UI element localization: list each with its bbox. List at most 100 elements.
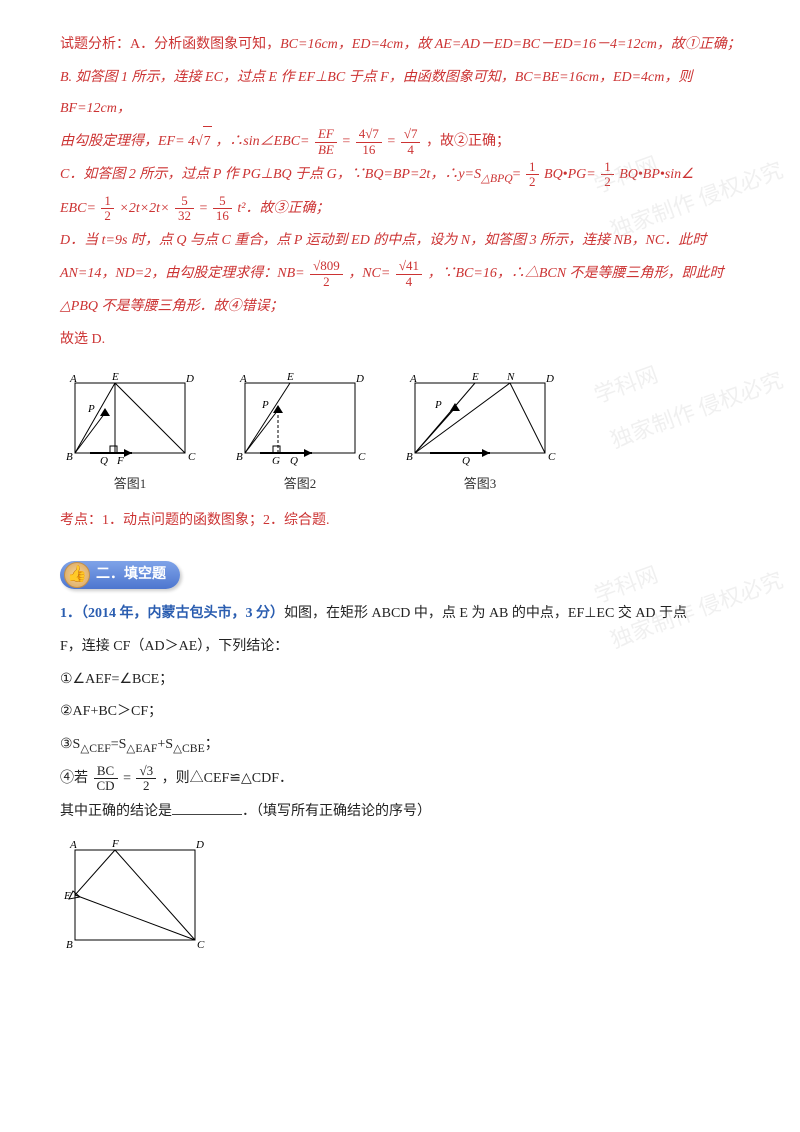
text: ，则△CEF≌△CDF． bbox=[162, 771, 293, 786]
figure-3: A E N D B C P Q 答图3 bbox=[400, 368, 560, 499]
q1-source: 1．（2014 年，内蒙古包头市，3 分） bbox=[60, 606, 284, 621]
q1-opt4: ④若 BCCD = √32 ，则△CEF≌△CDF． bbox=[60, 764, 750, 795]
fill-blank[interactable] bbox=[172, 801, 242, 815]
text: ．（填写所有正确结论的序号） bbox=[242, 804, 431, 819]
fraction: √414 bbox=[396, 259, 422, 289]
q1-figure-svg: A F D E B C bbox=[60, 835, 210, 955]
text: EBC= bbox=[60, 201, 96, 216]
analysis-d3: △PBQ 不是等腰三角形．故④错误； bbox=[60, 292, 750, 323]
figure-label: 答图2 bbox=[230, 470, 370, 499]
svg-text:E: E bbox=[286, 371, 294, 383]
q1-figure: A F D E B C bbox=[60, 835, 750, 968]
q1-prompt: 其中正确的结论是 ．（填写所有正确结论的序号） bbox=[60, 797, 750, 828]
svg-text:Q: Q bbox=[462, 455, 470, 467]
svg-text:F: F bbox=[116, 455, 124, 467]
kaodian: 考点：1．动点问题的函数图象；2．综合题. bbox=[60, 506, 750, 537]
svg-text:A: A bbox=[409, 373, 417, 385]
analysis-intro: 试题分析：A．分析函数图象可知， bbox=[60, 37, 280, 52]
fraction: 532 bbox=[175, 194, 194, 224]
svg-text:D: D bbox=[355, 373, 364, 385]
fraction: 12 bbox=[526, 160, 539, 190]
svg-text:F: F bbox=[111, 838, 119, 850]
text: = bbox=[513, 167, 521, 182]
text: = bbox=[200, 201, 208, 216]
fraction: BCCD bbox=[94, 764, 118, 794]
figure-label: 答图3 bbox=[400, 470, 560, 499]
section-banner: 👍 二．填空题 bbox=[60, 561, 180, 589]
figure-2-svg: A E D B C P G Q bbox=[230, 368, 370, 468]
svg-text:G: G bbox=[272, 455, 280, 467]
svg-text:P: P bbox=[87, 403, 95, 415]
thumb-icon: 👍 bbox=[64, 562, 90, 588]
figure-2: A E D B C P G Q 答图2 bbox=[230, 368, 370, 499]
svg-text:N: N bbox=[506, 371, 515, 383]
text: 由勾股定理得，EF= 4 bbox=[60, 134, 195, 149]
svg-text:E: E bbox=[471, 371, 479, 383]
fraction: √32 bbox=[136, 764, 156, 794]
q1-opt3: ③S△CEF=S△EAF+S△CBE； bbox=[60, 730, 750, 761]
analysis-c2: EBC= 12 ×2t×2t× 532 = 516 t²．故③正确； bbox=[60, 194, 750, 225]
text: ×2t×2t× bbox=[119, 201, 169, 216]
text: BQ•PG= bbox=[544, 167, 596, 182]
svg-text:Q: Q bbox=[100, 455, 108, 467]
answer-figures: A E D B C P F Q 答图1 A E D B C P G bbox=[60, 368, 750, 499]
fraction: 12 bbox=[101, 194, 114, 224]
text: = bbox=[123, 771, 131, 786]
svg-text:D: D bbox=[185, 373, 194, 385]
figure-1: A E D B C P F Q 答图1 bbox=[60, 368, 200, 499]
analysis-c1: C．如答图 2 所示，过点 P 作 PG⊥BQ 于点 G，∵BQ=BP=2t，∴… bbox=[60, 160, 750, 191]
text: ，故②正确； bbox=[426, 134, 510, 149]
q1-lead: 1．（2014 年，内蒙古包头市，3 分）如图，在矩形 ABCD 中，点 E 为… bbox=[60, 599, 750, 630]
analysis-d2: AN=14，ND=2，由勾股定理求得：NB= √8092 ，NC= √414 ，… bbox=[60, 259, 750, 290]
svg-text:C: C bbox=[197, 939, 205, 951]
subscript: △BPQ bbox=[481, 172, 513, 185]
sqrt-value: 7 bbox=[203, 126, 212, 158]
svg-text:P: P bbox=[261, 399, 269, 411]
text: ④若 bbox=[60, 771, 88, 786]
figure-label: 答图1 bbox=[60, 470, 200, 499]
text: C．如答图 2 所示，过点 P 作 PG⊥BQ 于点 G，∵BQ=BP=2t，∴… bbox=[60, 167, 481, 182]
svg-text:A: A bbox=[239, 373, 247, 385]
text: 其中正确的结论是 bbox=[60, 804, 172, 819]
svg-text:A: A bbox=[69, 373, 77, 385]
svg-text:Q: Q bbox=[290, 455, 298, 467]
banner-label: 二．填空题 bbox=[96, 560, 166, 591]
svg-text:E: E bbox=[63, 890, 71, 902]
analysis-a-text: BC=16cm，ED=4cm，故 AE=AD－ED=BC－ED=16－4=12c… bbox=[280, 37, 741, 52]
text: ，NC= bbox=[348, 266, 390, 281]
svg-text:C: C bbox=[188, 451, 196, 463]
fraction: 12 bbox=[601, 160, 614, 190]
q1-line2: F，连接 CF（AD＞AE），下列结论： bbox=[60, 632, 750, 663]
svg-text:B: B bbox=[406, 451, 413, 463]
text: t²．故③正确； bbox=[237, 201, 329, 216]
fraction: EFBE bbox=[315, 127, 337, 157]
analysis-d1: D．当 t=9s 时，点 Q 与点 C 重合，点 P 运动到 ED 的中点，设为… bbox=[60, 226, 750, 257]
analysis-b2: 由勾股定理得，EF= 47 ，∴sin∠EBC= EFBE = 4√716 = … bbox=[60, 126, 750, 158]
svg-text:E: E bbox=[111, 371, 119, 383]
q1-lead-rest: 如图，在矩形 ABCD 中，点 E 为 AB 的中点，EF⊥EC 交 AD 于点 bbox=[284, 606, 687, 621]
svg-text:C: C bbox=[358, 451, 366, 463]
text: ，∴sin∠EBC= bbox=[212, 134, 310, 149]
sqrt-icon bbox=[195, 134, 202, 149]
svg-text:B: B bbox=[66, 939, 73, 951]
figure-1-svg: A E D B C P F Q bbox=[60, 368, 200, 468]
svg-text:B: B bbox=[66, 451, 73, 463]
figure-3-svg: A E N D B C P Q bbox=[400, 368, 560, 468]
analysis-a: 试题分析：A．分析函数图象可知，BC=16cm，ED=4cm，故 AE=AD－E… bbox=[60, 30, 750, 61]
text: ，∵BC=16，∴△BCN 不是等腰三角形，即此时 bbox=[427, 266, 723, 281]
fraction: √74 bbox=[401, 127, 421, 157]
q1-opt2: ②AF+BC＞CF； bbox=[60, 697, 750, 728]
svg-text:B: B bbox=[236, 451, 243, 463]
text: AN=14，ND=2，由勾股定理求得：NB= bbox=[60, 266, 305, 281]
analysis-b1: B. 如答图 1 所示，连接 EC，过点 E 作 EF⊥BC 于点 F，由函数图… bbox=[60, 63, 750, 125]
q1-opt1: ①∠AEF=∠BCE； bbox=[60, 665, 750, 696]
analysis-choice: 故选 D. bbox=[60, 325, 750, 356]
fraction: √8092 bbox=[310, 259, 343, 289]
text: BQ•BP•sin∠ bbox=[619, 167, 693, 182]
fraction: 516 bbox=[213, 194, 232, 224]
fraction: 4√716 bbox=[356, 127, 382, 157]
svg-text:C: C bbox=[548, 451, 556, 463]
svg-text:P: P bbox=[434, 399, 442, 411]
svg-text:D: D bbox=[195, 839, 204, 851]
svg-text:A: A bbox=[69, 839, 77, 851]
